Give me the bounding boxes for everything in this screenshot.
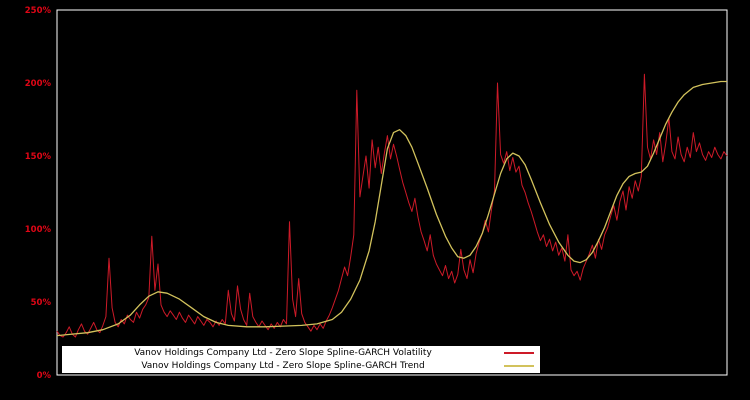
volatility-line-sample xyxy=(504,352,534,354)
y-axis-tick-label: 200% xyxy=(25,79,52,89)
y-axis-tick-label: 50% xyxy=(31,298,52,308)
legend-label-trend: Vanov Holdings Company Ltd - Zero Slope … xyxy=(141,361,425,371)
legend: Vanov Holdings Company Ltd - Zero Slope … xyxy=(62,346,540,373)
legend-label-volatility: Vanov Holdings Company Ltd - Zero Slope … xyxy=(134,348,432,358)
trend-line xyxy=(56,80,727,337)
volatility-line xyxy=(56,73,728,338)
plot-border xyxy=(56,9,728,376)
y-axis-tick-label: 150% xyxy=(25,152,52,162)
y-axis-tick-label: 0% xyxy=(37,371,52,381)
y-axis-tick-label: 250% xyxy=(25,6,52,16)
legend-item-trend: Vanov Holdings Company Ltd - Zero Slope … xyxy=(62,360,540,373)
trend-line-sample xyxy=(504,365,534,367)
y-axis-tick-label: 100% xyxy=(25,225,52,235)
legend-item-volatility: Vanov Holdings Company Ltd - Zero Slope … xyxy=(62,347,540,360)
